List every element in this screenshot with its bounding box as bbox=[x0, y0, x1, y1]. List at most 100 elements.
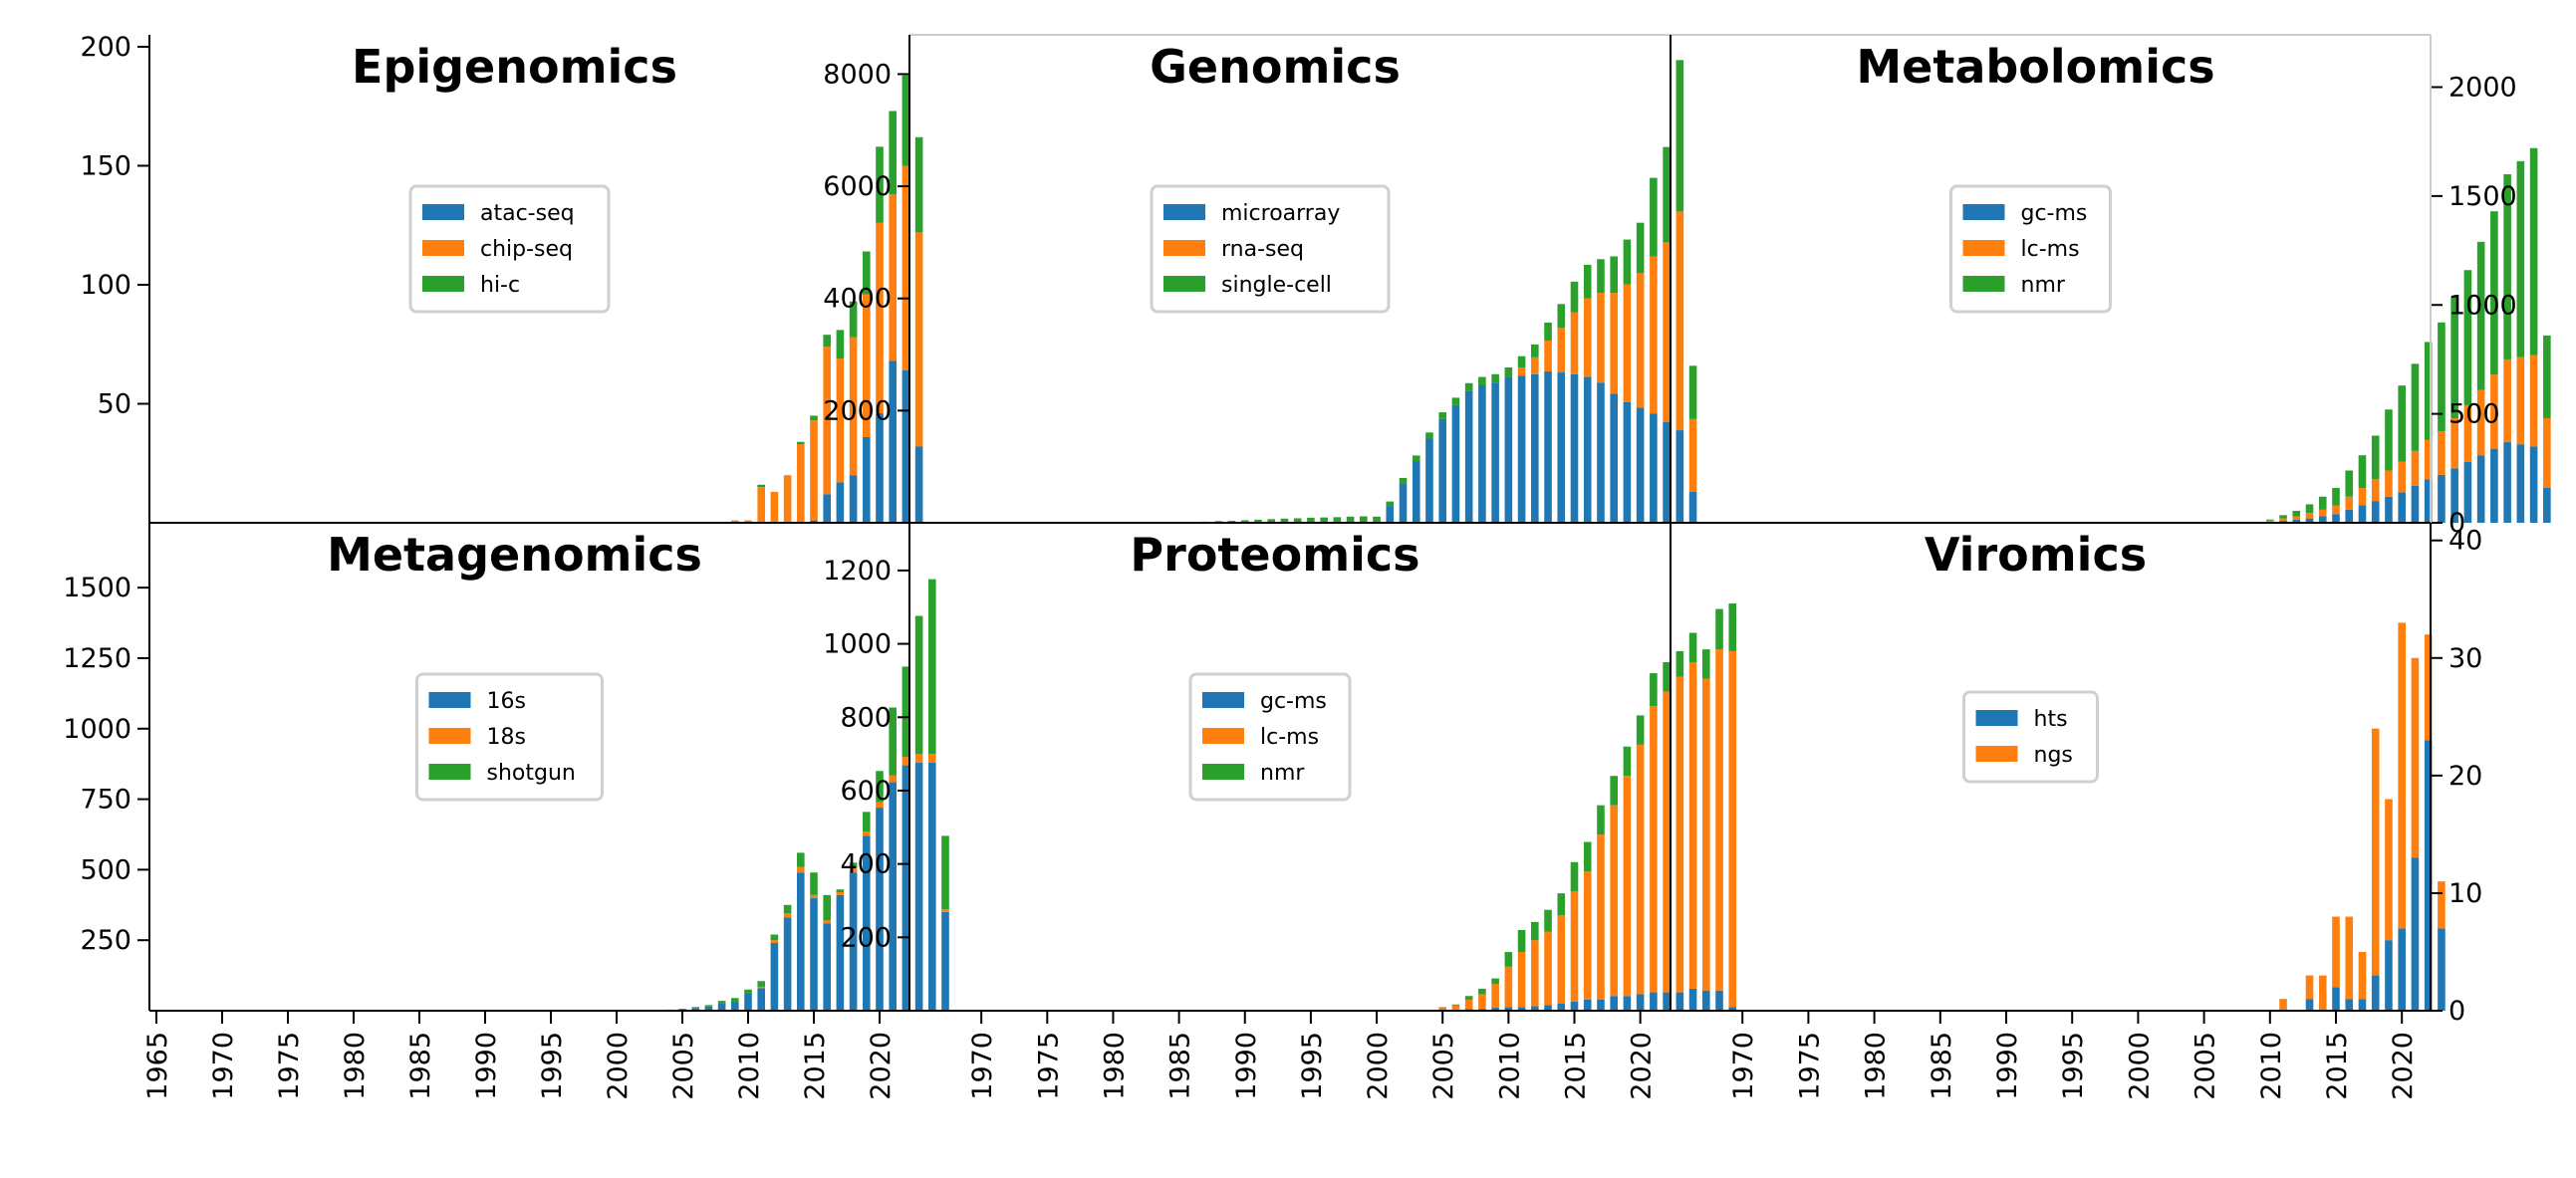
bar-microarray-2004 bbox=[1425, 438, 1433, 523]
bar-gc-ms-2009 bbox=[1491, 1008, 1499, 1011]
bar-rna-seq-2021 bbox=[1650, 256, 1658, 414]
bar-shotgun-2019 bbox=[863, 812, 871, 832]
bar-lc-ms-2015 bbox=[1570, 891, 1579, 1002]
bar-gc-ms-2016 bbox=[1583, 999, 1592, 1011]
bar-shotgun-2022 bbox=[902, 666, 910, 758]
bar-shotgun-2021 bbox=[889, 707, 897, 776]
x-tick-label: 2010 bbox=[1494, 1032, 1525, 1100]
bar-chip-seq-2023 bbox=[914, 232, 923, 447]
bar-lc-ms-2005 bbox=[1438, 1007, 1446, 1011]
bar-microarray-2003 bbox=[1412, 461, 1420, 523]
bar-nmr-2017 bbox=[2358, 455, 2367, 488]
bar-single-cell-1990 bbox=[1240, 520, 1249, 523]
legend-label-ngs: ngs bbox=[2034, 743, 2073, 768]
bar-lc-ms-2016 bbox=[2345, 496, 2354, 510]
y-tick-label: 600 bbox=[840, 776, 892, 807]
bar-single-cell-1999 bbox=[1360, 516, 1368, 523]
bar-single-cell-2011 bbox=[1517, 355, 1526, 367]
bar-gc-ms-2026 bbox=[2476, 455, 2485, 523]
bar-shotgun-2010 bbox=[744, 989, 752, 995]
bar-ngs-2021 bbox=[2411, 657, 2420, 858]
x-tick-label: 2000 bbox=[1363, 1032, 1394, 1100]
bar-hi-c-2016 bbox=[823, 335, 831, 348]
x-tick-label: 2000 bbox=[603, 1032, 634, 1100]
bar-hi-c-2020 bbox=[876, 146, 884, 223]
bar-nmr-2031 bbox=[2543, 335, 2551, 419]
bar-shotgun-2006 bbox=[691, 1007, 699, 1009]
x-tick-label: 2000 bbox=[2124, 1032, 2155, 1100]
legend-swatch-ngs bbox=[1975, 746, 2018, 762]
bar-single-cell-1995 bbox=[1307, 517, 1315, 523]
bar-16s-2018 bbox=[849, 872, 858, 1011]
bar-18s-2014 bbox=[797, 866, 805, 873]
bar-single-cell-1997 bbox=[1333, 517, 1342, 523]
bar-single-cell-2016 bbox=[1583, 264, 1592, 299]
bar-single-cell-2007 bbox=[1464, 382, 1473, 391]
bar-shotgun-2014 bbox=[797, 852, 805, 867]
bar-18s-2016 bbox=[823, 920, 831, 924]
bar-16s-2021 bbox=[889, 782, 897, 1011]
bar-nmr-2025 bbox=[2463, 270, 2472, 405]
bar-rna-seq-2015 bbox=[1570, 312, 1579, 374]
bar-shotgun-2024 bbox=[928, 579, 936, 755]
panel-metagenomics: 250 500 750 1000 1250 1500 Metagenomics 16s 18s s… bbox=[63, 523, 949, 1011]
panel-title: Genomics bbox=[1150, 40, 1401, 94]
bar-lc-ms-2022 bbox=[1663, 691, 1671, 993]
y-tick-label: 1000 bbox=[2448, 290, 2517, 321]
y-tick-label: 500 bbox=[2448, 399, 2500, 430]
x-tick-label: 2005 bbox=[668, 1032, 699, 1100]
bar-16s-2013 bbox=[783, 917, 792, 1011]
bar-microarray-2014 bbox=[1557, 372, 1566, 523]
bar-chip-seq-2014 bbox=[797, 444, 805, 523]
bar-single-cell-2017 bbox=[1597, 259, 1605, 294]
bar-lc-ms-2023 bbox=[1675, 676, 1684, 993]
bar-gc-ms-2021 bbox=[1650, 992, 1658, 1011]
legend-frame bbox=[1150, 184, 1391, 314]
bar-18s-2013 bbox=[783, 913, 792, 918]
bar-gc-ms-2027 bbox=[2490, 448, 2498, 524]
y-tick-label: 150 bbox=[80, 150, 131, 181]
bar-16s-2006 bbox=[691, 1008, 699, 1011]
bar-atac-seq-2018 bbox=[849, 475, 858, 523]
bar-microarray-2013 bbox=[1544, 370, 1552, 523]
bar-lc-ms-2021 bbox=[1650, 706, 1658, 993]
y-tick-label: 1500 bbox=[63, 573, 131, 603]
bar-hts-2017 bbox=[2358, 999, 2367, 1011]
bar-18s-2024 bbox=[928, 754, 936, 763]
bar-single-cell-2004 bbox=[1425, 432, 1433, 439]
bar-gc-ms-2014 bbox=[2318, 516, 2327, 523]
x-tick-label: 2010 bbox=[734, 1032, 765, 1100]
bar-single-cell-2003 bbox=[1412, 455, 1420, 462]
bar-lc-ms-2018 bbox=[1610, 805, 1618, 997]
bar-gc-ms-2018 bbox=[1610, 996, 1618, 1011]
bar-nmr-2021 bbox=[1650, 673, 1658, 707]
bar-hts-2019 bbox=[2385, 940, 2393, 1011]
bar-atac-seq-2017 bbox=[836, 482, 845, 523]
bar-single-cell-2009 bbox=[1491, 373, 1499, 383]
panel-title: Metagenomics bbox=[327, 528, 702, 582]
x-tick-label: 1995 bbox=[537, 1032, 568, 1100]
x-tick-label: 1970 bbox=[208, 1032, 239, 1100]
y-tick-label: 1000 bbox=[63, 714, 131, 745]
bar-nmr-2027 bbox=[1728, 603, 1737, 651]
bar-single-cell-2010 bbox=[1504, 366, 1513, 377]
bar-nmr-2018 bbox=[2371, 435, 2380, 480]
bar-ngs-2018 bbox=[2371, 728, 2380, 976]
bar-single-cell-2022 bbox=[1663, 146, 1671, 243]
bar-lc-ms-2015 bbox=[2332, 505, 2340, 515]
bar-rna-seq-2013 bbox=[1544, 340, 1552, 371]
legend-swatch-nmr bbox=[1962, 276, 2005, 292]
bar-hts-2016 bbox=[2345, 999, 2354, 1011]
bar-lc-ms-2027 bbox=[2490, 374, 2498, 449]
x-tick-label: 2020 bbox=[866, 1032, 897, 1100]
bar-lc-ms-2010 bbox=[2266, 520, 2274, 522]
bar-16s-2023 bbox=[914, 762, 923, 1011]
bar-nmr-2023 bbox=[2438, 322, 2446, 432]
bar-single-cell-2008 bbox=[1478, 376, 1486, 386]
x-tick-label: 2020 bbox=[1627, 1032, 1658, 1100]
x-tick-label: 1965 bbox=[142, 1032, 173, 1100]
bar-shotgun-2008 bbox=[717, 1001, 726, 1004]
bar-ngs-2015 bbox=[2332, 916, 2340, 988]
bar-single-cell-2023 bbox=[1675, 60, 1684, 212]
x-tick-label: 1990 bbox=[471, 1032, 502, 1100]
